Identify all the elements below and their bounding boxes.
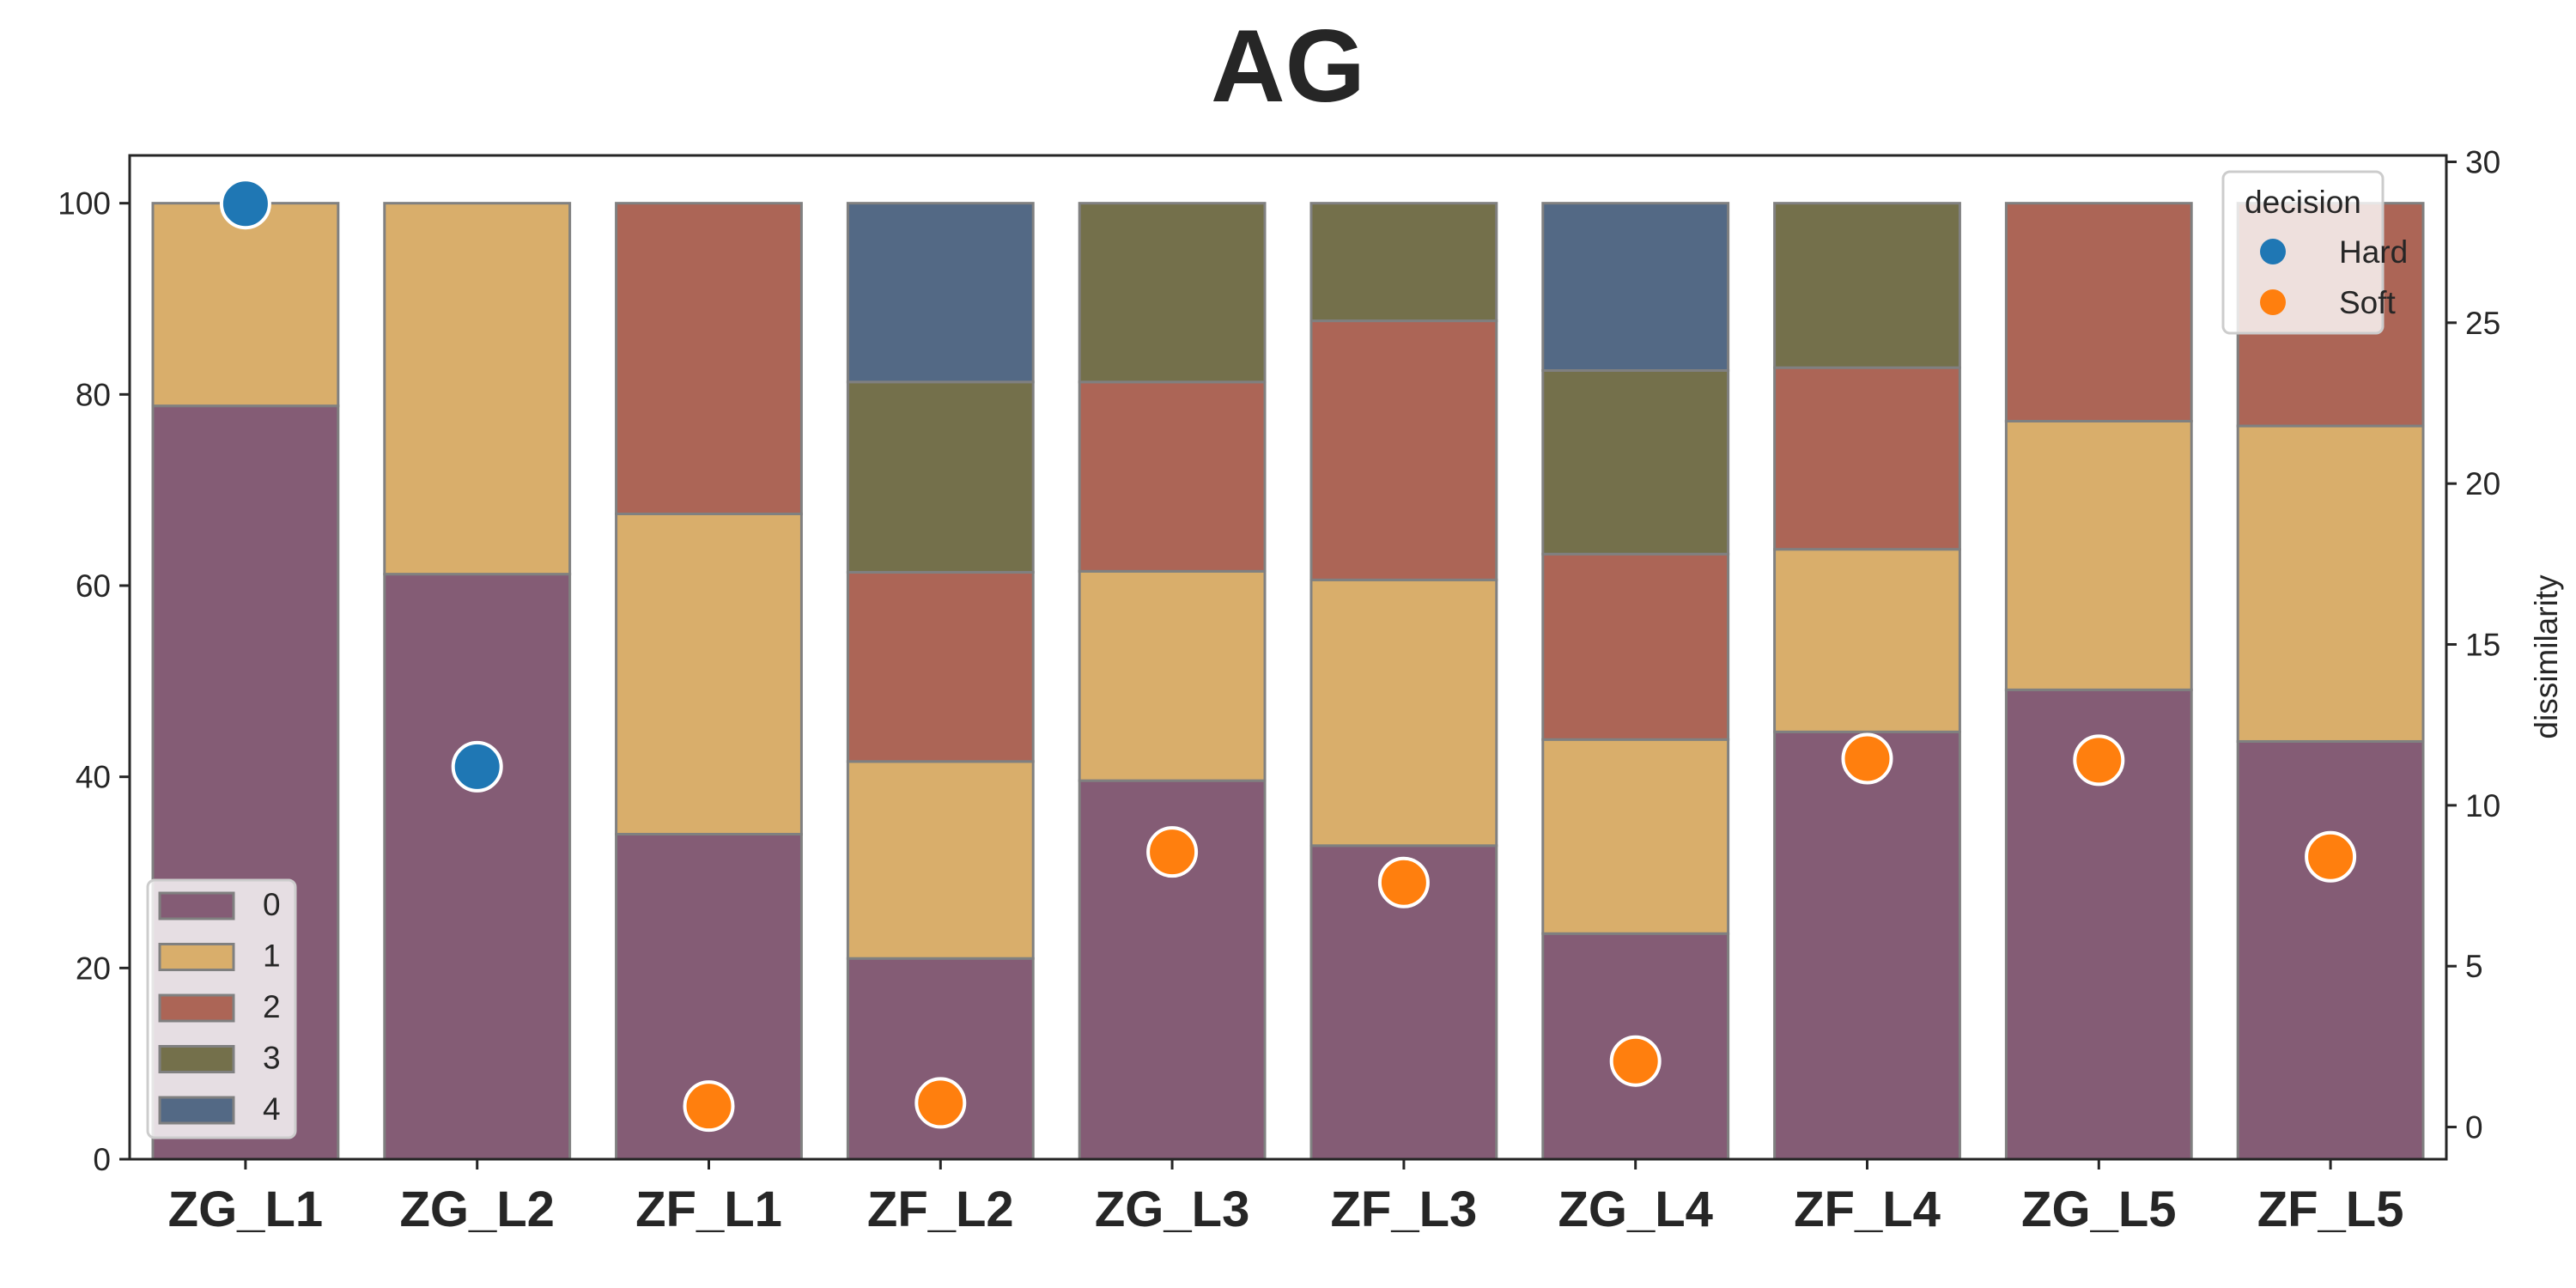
stack-legend-label: 0 [263, 887, 281, 922]
bar-segment [1773, 730, 1961, 1161]
right-y-tick-label: 10 [2465, 788, 2500, 823]
chart-title: AG [1211, 9, 1365, 124]
decision-legend-frame [2221, 170, 2385, 335]
x-tick-label: ZF_L3 [1330, 1182, 1477, 1237]
x-tick-label: ZF_L1 [635, 1182, 782, 1237]
bar-segment [1773, 548, 1961, 733]
decision-legend-title: decision [2245, 185, 2361, 220]
scatter-point [451, 740, 503, 793]
bar-segment [1309, 319, 1498, 581]
bar-segment [151, 202, 340, 408]
right-y-tick-label: 25 [2465, 306, 2500, 341]
x-tick-label: ZF_L5 [2257, 1182, 2404, 1237]
scatter-point [2073, 734, 2125, 787]
bar-segment [2236, 424, 2425, 743]
bar-segment [846, 380, 1035, 574]
right-y-tick-label: 5 [2465, 949, 2483, 984]
right-y-tick-label: 15 [2465, 628, 2500, 663]
right-y-tick-label: 0 [2465, 1110, 2483, 1145]
scatter-point [219, 178, 271, 230]
x-tick-label: ZG_L2 [399, 1182, 555, 1237]
decision-legend-label: Soft [2339, 285, 2397, 320]
scatter-point [2305, 830, 2357, 883]
left-y-tick-label: 40 [76, 760, 111, 795]
bar-segment [1541, 738, 1730, 935]
x-tick-label: ZG_L4 [1558, 1182, 1713, 1237]
plot-frame [128, 154, 2448, 1161]
left-y-tick-label: 60 [76, 568, 111, 604]
bar-segment [2004, 420, 2193, 691]
x-tick-label: ZF_L2 [867, 1182, 1014, 1237]
stack-legend-label: 4 [263, 1091, 281, 1127]
scatter-point [1841, 732, 1893, 785]
right-y-tick-label: 20 [2465, 466, 2500, 501]
bar-segment [1541, 202, 1730, 372]
right-y-axis-label: dissimilarity [2529, 574, 2564, 739]
bar-segment [615, 513, 803, 835]
decision-legend-label: Hard [2339, 234, 2408, 270]
bar-segment [846, 570, 1035, 763]
left-y-tick-label: 80 [76, 377, 111, 412]
scatter-point [1377, 856, 1430, 908]
bar-segment [1078, 380, 1267, 573]
right-y-tick-label: 30 [2465, 144, 2500, 179]
stack-legend-label: 1 [263, 939, 281, 974]
bar-segment [1309, 578, 1498, 848]
bar-segment [1078, 202, 1267, 384]
stack-legend-swatch [158, 993, 235, 1023]
bar-segment [846, 202, 1035, 384]
bar-segment [2004, 202, 2193, 423]
x-tick-label: ZG_L5 [2021, 1182, 2177, 1237]
bar-stack-group [151, 202, 2425, 1161]
bar-segment [846, 760, 1035, 960]
scatter-point [1146, 826, 1199, 878]
bar-segment [846, 957, 1035, 1161]
bar-segment [1773, 366, 1961, 551]
stack-legend-swatch [158, 943, 235, 971]
x-tick-label: ZF_L4 [1794, 1182, 1941, 1237]
bar-segment [2236, 739, 2425, 1161]
bar-segment [383, 202, 572, 576]
scatter-point-group [219, 178, 2357, 1133]
x-tick-label: ZG_L1 [168, 1182, 324, 1237]
left-y-tick-label: 0 [93, 1142, 111, 1177]
left-y-tick-label: 20 [76, 951, 111, 986]
scatter-point [914, 1077, 967, 1129]
bar-segment [615, 202, 803, 516]
stack-legend-label: 3 [263, 1041, 281, 1076]
left-y-tick-label: 100 [58, 186, 111, 222]
decision-legend-marker [2260, 239, 2286, 264]
decision-legend-marker [2260, 289, 2286, 315]
decision-legend: decision Hard Soft [2221, 170, 2408, 335]
left-y-axis: 0 20 40 60 80 100 [58, 186, 130, 1177]
bar-segment [1541, 552, 1730, 741]
bar-segment [1541, 369, 1730, 556]
right-y-axis: 0 5 10 15 20 25 30 [2446, 144, 2500, 1145]
stack-legend-swatch [158, 1045, 235, 1073]
stack-legend: 0 1 2 3 4 [146, 878, 297, 1139]
bar-segment [1078, 569, 1267, 782]
bar-segment [1309, 202, 1498, 323]
bar-segment [383, 573, 572, 1161]
stack-legend-swatch [158, 891, 235, 920]
x-axis: ZG_L1 ZG_L2 ZF_L1 ZF_L2 ZG_L3 ZF_L3 ZG_L4 ZF_L4… [168, 1159, 2404, 1237]
bar-segment [1773, 202, 1961, 369]
scatter-point [683, 1080, 735, 1133]
stack-legend-swatch [158, 1096, 235, 1125]
x-tick-label: ZG_L3 [1095, 1182, 1250, 1237]
scatter-point [1609, 1035, 1662, 1087]
stack-legend-label: 2 [263, 989, 281, 1024]
